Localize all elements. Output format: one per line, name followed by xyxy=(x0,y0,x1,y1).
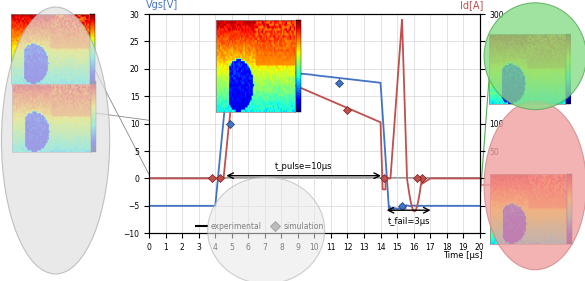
Text: t_fail=3μs: t_fail=3μs xyxy=(387,217,430,226)
Text: Time [μs]: Time [μs] xyxy=(443,251,483,260)
Text: Id[A]: Id[A] xyxy=(460,0,483,10)
Text: t_pulse=10μs: t_pulse=10μs xyxy=(275,162,332,171)
Legend: experimental, simulation: experimental, simulation xyxy=(192,219,327,234)
Text: Vgs[V]: Vgs[V] xyxy=(146,0,178,10)
